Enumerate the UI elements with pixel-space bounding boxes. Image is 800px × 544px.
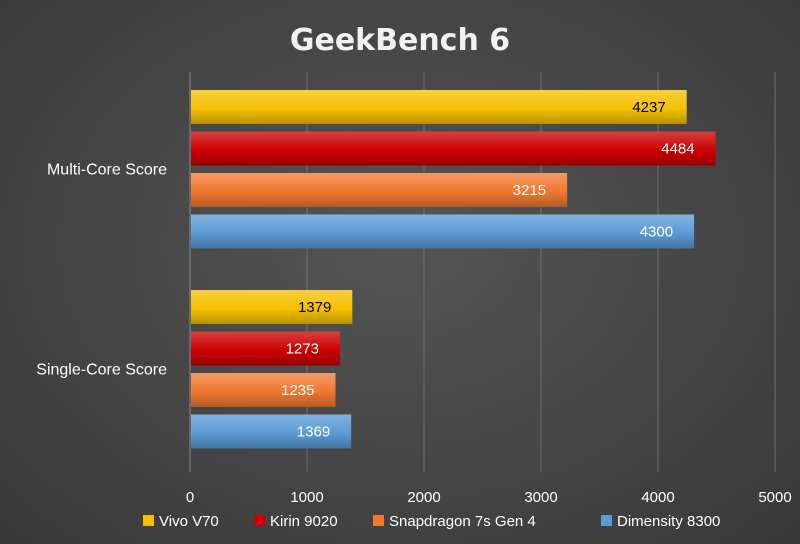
- legend-label: Kirin 9020: [270, 513, 338, 530]
- x-tick-label: 3000: [524, 489, 557, 506]
- bar: [191, 90, 687, 124]
- data-label: 1369: [297, 424, 330, 441]
- x-tick-label: 2000: [407, 489, 440, 506]
- legend-label: Vivo V70: [159, 513, 219, 530]
- bar: [191, 290, 353, 324]
- bar: [191, 173, 568, 207]
- legend-label: Snapdragon 7s Gen 4: [389, 513, 536, 530]
- bar-layer: [191, 90, 716, 449]
- x-tick-label: 5000: [758, 489, 791, 506]
- data-label: 1273: [286, 341, 319, 358]
- chart-title: GeekBench 6: [290, 23, 510, 58]
- legend-label: Dimensity 8300: [617, 513, 720, 530]
- bar: [191, 331, 340, 366]
- bar: [191, 414, 352, 449]
- bar: [191, 214, 695, 249]
- data-label: 4300: [640, 224, 673, 241]
- category-label: Single-Core Score: [36, 361, 167, 378]
- data-label: 4484: [661, 141, 694, 158]
- legend-swatch: [143, 515, 154, 526]
- bar: [191, 131, 716, 166]
- legend-swatch: [601, 515, 612, 526]
- data-label: 4237: [632, 99, 665, 116]
- data-label: 1235: [281, 382, 314, 399]
- data-label: 1379: [298, 299, 331, 316]
- data-label: 3215: [513, 182, 546, 199]
- x-tick-label: 4000: [641, 489, 674, 506]
- x-tick-label: 0: [186, 489, 194, 506]
- category-label: Multi-Core Score: [47, 161, 167, 178]
- legend-swatch: [254, 515, 265, 526]
- bar: [191, 373, 336, 407]
- legend: Vivo V70 Kirin 9020 Snapdragon 7s Gen 4 Dim…: [143, 513, 720, 530]
- x-tick-label: 1000: [290, 489, 323, 506]
- legend-swatch: [373, 515, 384, 526]
- label-layer: 0 1000 2000 3000 4000 5000 Multi-Core Score 423…: [36, 99, 791, 506]
